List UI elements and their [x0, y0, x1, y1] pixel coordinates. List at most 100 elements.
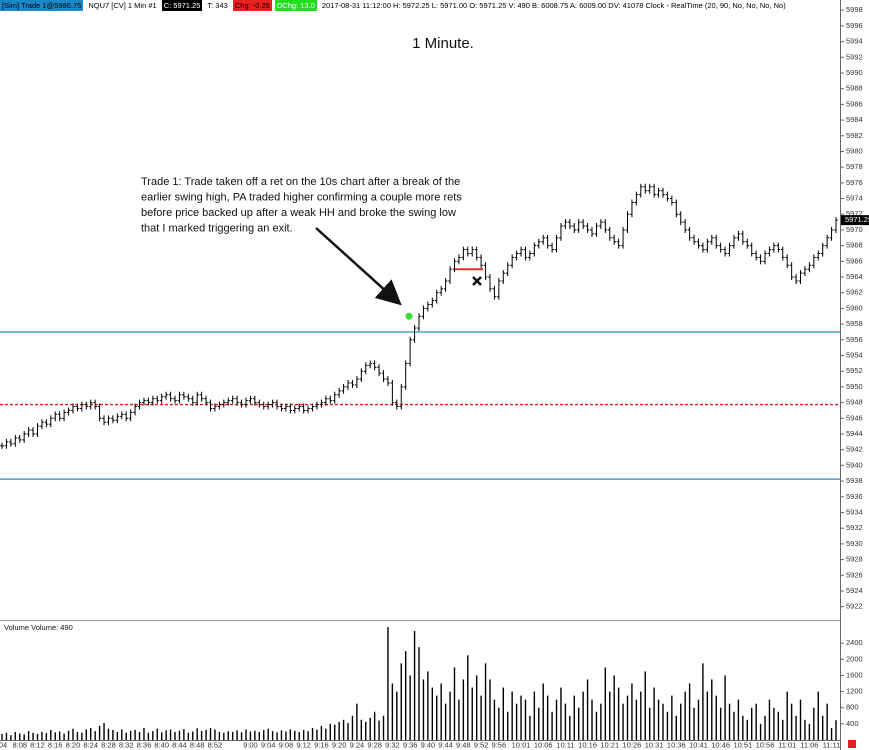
- price-bar: [825, 234, 829, 249]
- price-bar: [244, 397, 248, 408]
- x-tick-label: 10:01: [512, 740, 531, 749]
- y-tick-label: 5976: [846, 178, 863, 187]
- price-bar: [381, 370, 386, 383]
- y-tick-label: 5980: [846, 146, 863, 155]
- price-bar: [492, 285, 497, 300]
- price-bar: [767, 246, 772, 257]
- x-tick-label: 10:26: [623, 740, 642, 749]
- y-tick-label: 5952: [846, 366, 863, 375]
- price-bar: [337, 387, 341, 398]
- y-tick-label: 5934: [846, 507, 863, 516]
- y-tick-label: 5938: [846, 476, 863, 485]
- x-tick-label: 8:44: [172, 740, 187, 749]
- price-bar: [115, 413, 120, 424]
- price-bar: [430, 297, 435, 308]
- x-tick-label: 10:31: [645, 740, 664, 749]
- price-bar: [421, 305, 426, 320]
- price-bar: [443, 277, 448, 292]
- price-bar: [590, 226, 594, 237]
- price-bar: [355, 376, 359, 388]
- y-tick-label: 5962: [846, 288, 863, 297]
- price-bar: [31, 427, 35, 437]
- price-bar: [257, 399, 262, 408]
- price-bar: [634, 191, 639, 206]
- price-bar: [239, 399, 244, 408]
- price-bar: [119, 411, 124, 420]
- price-bar: [621, 226, 625, 249]
- header-item: DChg: 13.0: [274, 0, 317, 11]
- price-bar: [714, 234, 719, 249]
- x-tick-label: 9:16: [314, 740, 329, 749]
- price-bar: [776, 242, 781, 253]
- price-bar: [93, 399, 97, 410]
- price-bar: [137, 399, 142, 410]
- price-bar: [829, 226, 834, 241]
- price-bar: [17, 434, 22, 443]
- price-bar: [350, 379, 355, 388]
- price-bar: [479, 254, 483, 269]
- price-bar: [745, 238, 750, 249]
- price-bar: [146, 397, 151, 406]
- volume-tick-label: 800: [846, 703, 859, 712]
- price-bar: [341, 383, 346, 394]
- price-bar: [346, 379, 350, 390]
- x-tick-label: 10:21: [600, 740, 619, 749]
- price-bar: [111, 415, 115, 424]
- price-bar: [501, 270, 506, 284]
- price-bar: [128, 409, 133, 422]
- price-bar: [523, 246, 528, 261]
- y-tick-label: 5960: [846, 303, 863, 312]
- y-tick-label: 5950: [846, 382, 863, 391]
- price-bar: [195, 391, 199, 406]
- y-tick-label: 5966: [846, 256, 863, 265]
- price-bar: [186, 393, 191, 402]
- x-tick-label: 9:08: [279, 740, 294, 749]
- price-bar: [612, 234, 616, 245]
- header-item: T: 343: [205, 0, 230, 11]
- price-bar: [599, 219, 603, 230]
- price-bar: [452, 258, 457, 273]
- price-bar: [807, 262, 812, 273]
- x-tick-label: 8:12: [30, 740, 45, 749]
- price-bar: [536, 238, 541, 249]
- x-tick-label: 10:06: [534, 740, 553, 749]
- price-bar: [559, 223, 563, 241]
- price-bar: [789, 262, 794, 281]
- price-bar: [417, 313, 421, 332]
- x-tick-label: 8:40: [154, 740, 169, 749]
- price-bar: [48, 415, 53, 428]
- price-bar: [554, 234, 559, 253]
- price-bar: [261, 401, 266, 410]
- price-bar: [377, 364, 381, 377]
- price-bar: [483, 262, 488, 281]
- header-item: Chg: -0.25: [232, 0, 272, 11]
- price-bar: [758, 254, 763, 265]
- price-bar: [248, 395, 253, 404]
- price-bar: [390, 379, 395, 406]
- price-bar: [151, 395, 155, 406]
- price-bar: [71, 403, 75, 414]
- y-tick-label: 5936: [846, 492, 863, 501]
- price-bar: [213, 403, 217, 412]
- price-bar: [9, 438, 13, 447]
- price-bar: [661, 187, 665, 198]
- price-bar: [457, 254, 461, 265]
- price-bar: [532, 242, 537, 257]
- price-bar: [550, 242, 554, 253]
- price-bar: [159, 393, 164, 404]
- price-bar: [749, 242, 754, 257]
- price-bar: [439, 285, 443, 296]
- price-bar: [820, 242, 825, 257]
- x-tick-label: 8:16: [48, 740, 63, 749]
- x-tick-label: 8:28: [101, 740, 116, 749]
- note-line: Trade 1: Trade taken off a ret on the 10…: [141, 176, 460, 188]
- price-bar: [44, 419, 49, 428]
- price-bar: [399, 383, 404, 410]
- price-bar: [701, 242, 705, 253]
- price-bar: [106, 415, 111, 426]
- y-tick-label: 5978: [846, 162, 863, 171]
- price-bar: [780, 246, 785, 261]
- price-bar: [723, 246, 727, 257]
- price-bar: [395, 399, 399, 410]
